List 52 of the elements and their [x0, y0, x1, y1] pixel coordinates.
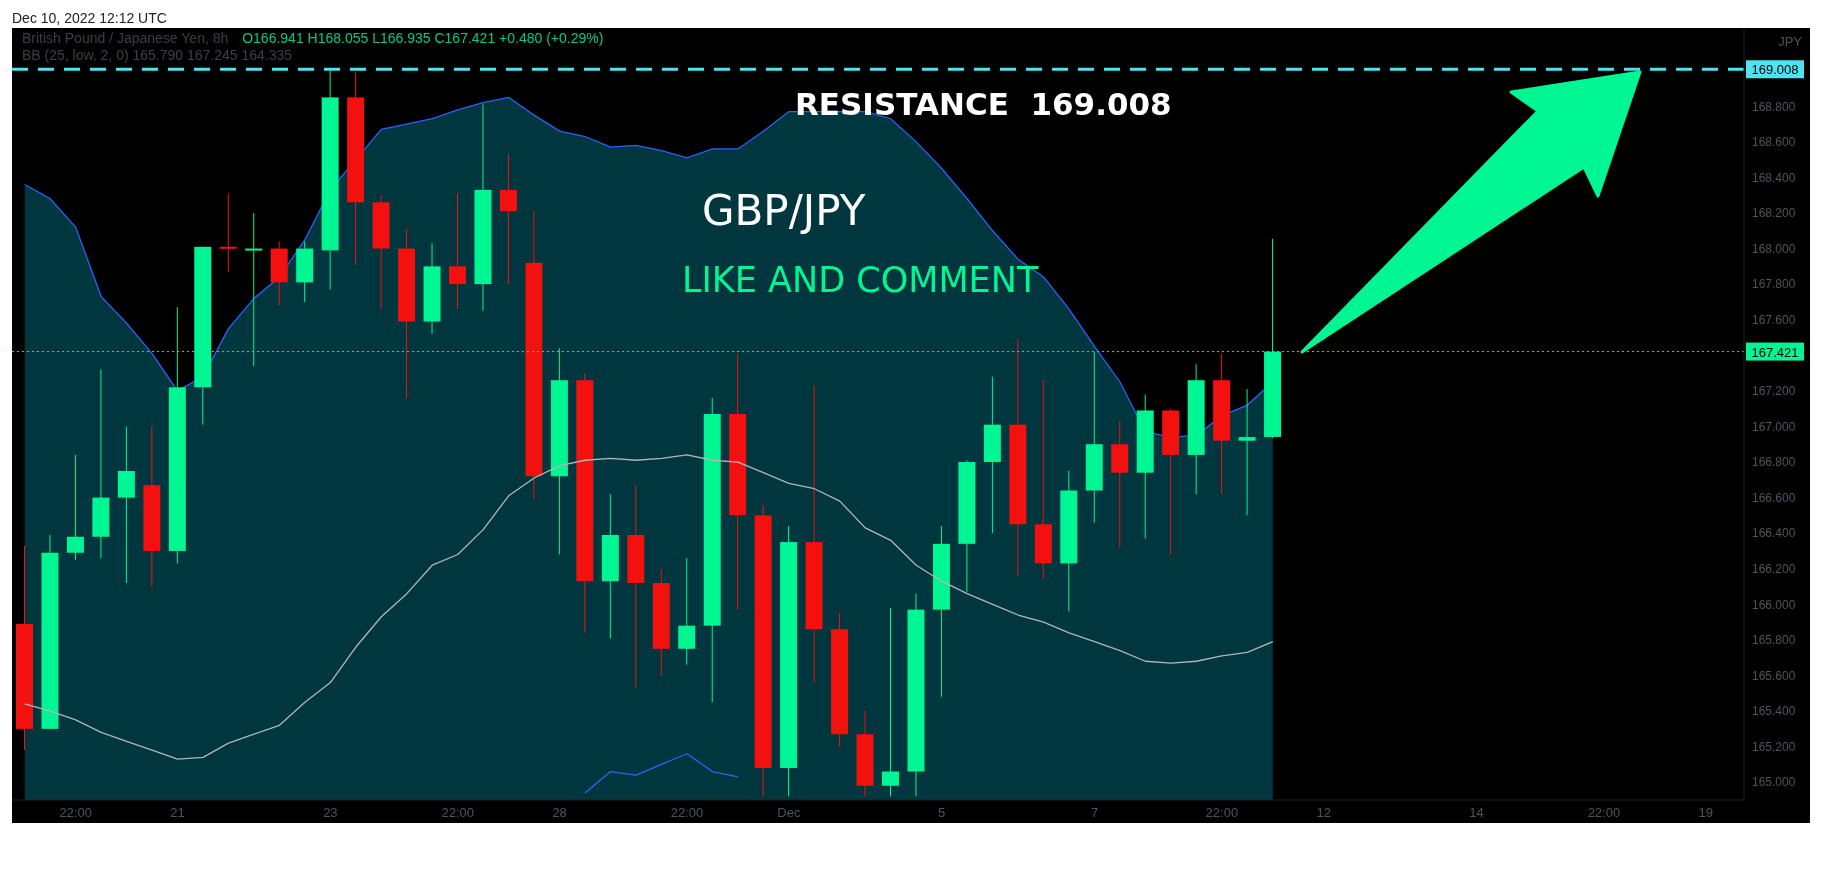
line-series	[24, 454, 1274, 760]
x-tick-label: Dec	[777, 805, 801, 821]
y-tick-label: 165.800	[1752, 633, 1796, 648]
x-tick-label: 19	[1698, 805, 1714, 821]
x-tick-label: 21	[170, 805, 185, 821]
ref-line-label: 167.421	[1751, 344, 1799, 360]
candlestick	[449, 192, 466, 310]
y-tick-label: 168.200	[1752, 206, 1796, 221]
annotation: LIKE AND COMMENT	[682, 260, 1039, 300]
annotation: BB (25, low, 2, 0) 165.790 167.245 164.335	[22, 47, 293, 63]
y-axis-title: JPY	[1778, 34, 1802, 49]
chart-title: British Pound / Japanese Yen, 8h	[22, 30, 229, 46]
y-tick-label: 165.400	[1752, 704, 1796, 719]
x-tick-label: 22:00	[670, 805, 704, 821]
x-tick-label: 5	[938, 805, 946, 821]
candlestick	[678, 557, 696, 666]
y-tick-label: 167.000	[1752, 419, 1796, 434]
x-tick-label: 14	[1469, 805, 1484, 821]
y-tick-label: 167.800	[1752, 277, 1796, 292]
y-tick-label: 166.400	[1752, 526, 1796, 541]
y-tick-label: 168.800	[1752, 99, 1796, 114]
x-tick-label: 12	[1316, 805, 1331, 821]
text: Dec 10, 2022 12:12 UTC	[12, 10, 167, 26]
x-tick-label: 22:00	[59, 805, 92, 821]
y-tick-label: 167.600	[1752, 312, 1796, 327]
line-series	[584, 753, 739, 794]
y-tick-label: 166.200	[1752, 562, 1796, 577]
x-tick-label: 28	[552, 805, 567, 821]
y-tick-label: 165.000	[1752, 775, 1796, 790]
y-tick-label: 166.800	[1752, 455, 1796, 470]
x-tick-label: 23	[323, 805, 338, 821]
y-tick-label: 166.000	[1752, 597, 1796, 612]
annotation: RESISTANCE 169.008	[795, 86, 1172, 122]
candlestick	[219, 192, 237, 273]
y-tick-label: 166.600	[1752, 490, 1796, 505]
candlestick	[882, 607, 899, 797]
candlestick	[1238, 388, 1256, 516]
x-tick-label: 22:00	[1205, 805, 1239, 821]
ref-line-label: 169.008	[1751, 62, 1799, 78]
y-tick-label: 168.000	[1752, 241, 1796, 256]
y-tick-label: 165.600	[1752, 668, 1796, 683]
y-tick-label: 167.200	[1752, 384, 1796, 399]
y-tick-label: 165.200	[1752, 739, 1796, 754]
annotation: GBP/JPY	[702, 186, 866, 235]
x-tick-label: 22:00	[1587, 805, 1621, 821]
candlestick	[499, 153, 517, 285]
x-tick-label: 22:00	[441, 805, 475, 821]
candlestick	[66, 454, 84, 561]
chart-subtitle: O166.941 H168.055 L166.935 C167.421 +0.480 (+0.29%)	[242, 30, 604, 46]
x-tick-label: 7	[1090, 805, 1099, 821]
y-tick-label: 168.400	[1752, 170, 1796, 185]
y-tick-label: 168.600	[1752, 135, 1796, 150]
